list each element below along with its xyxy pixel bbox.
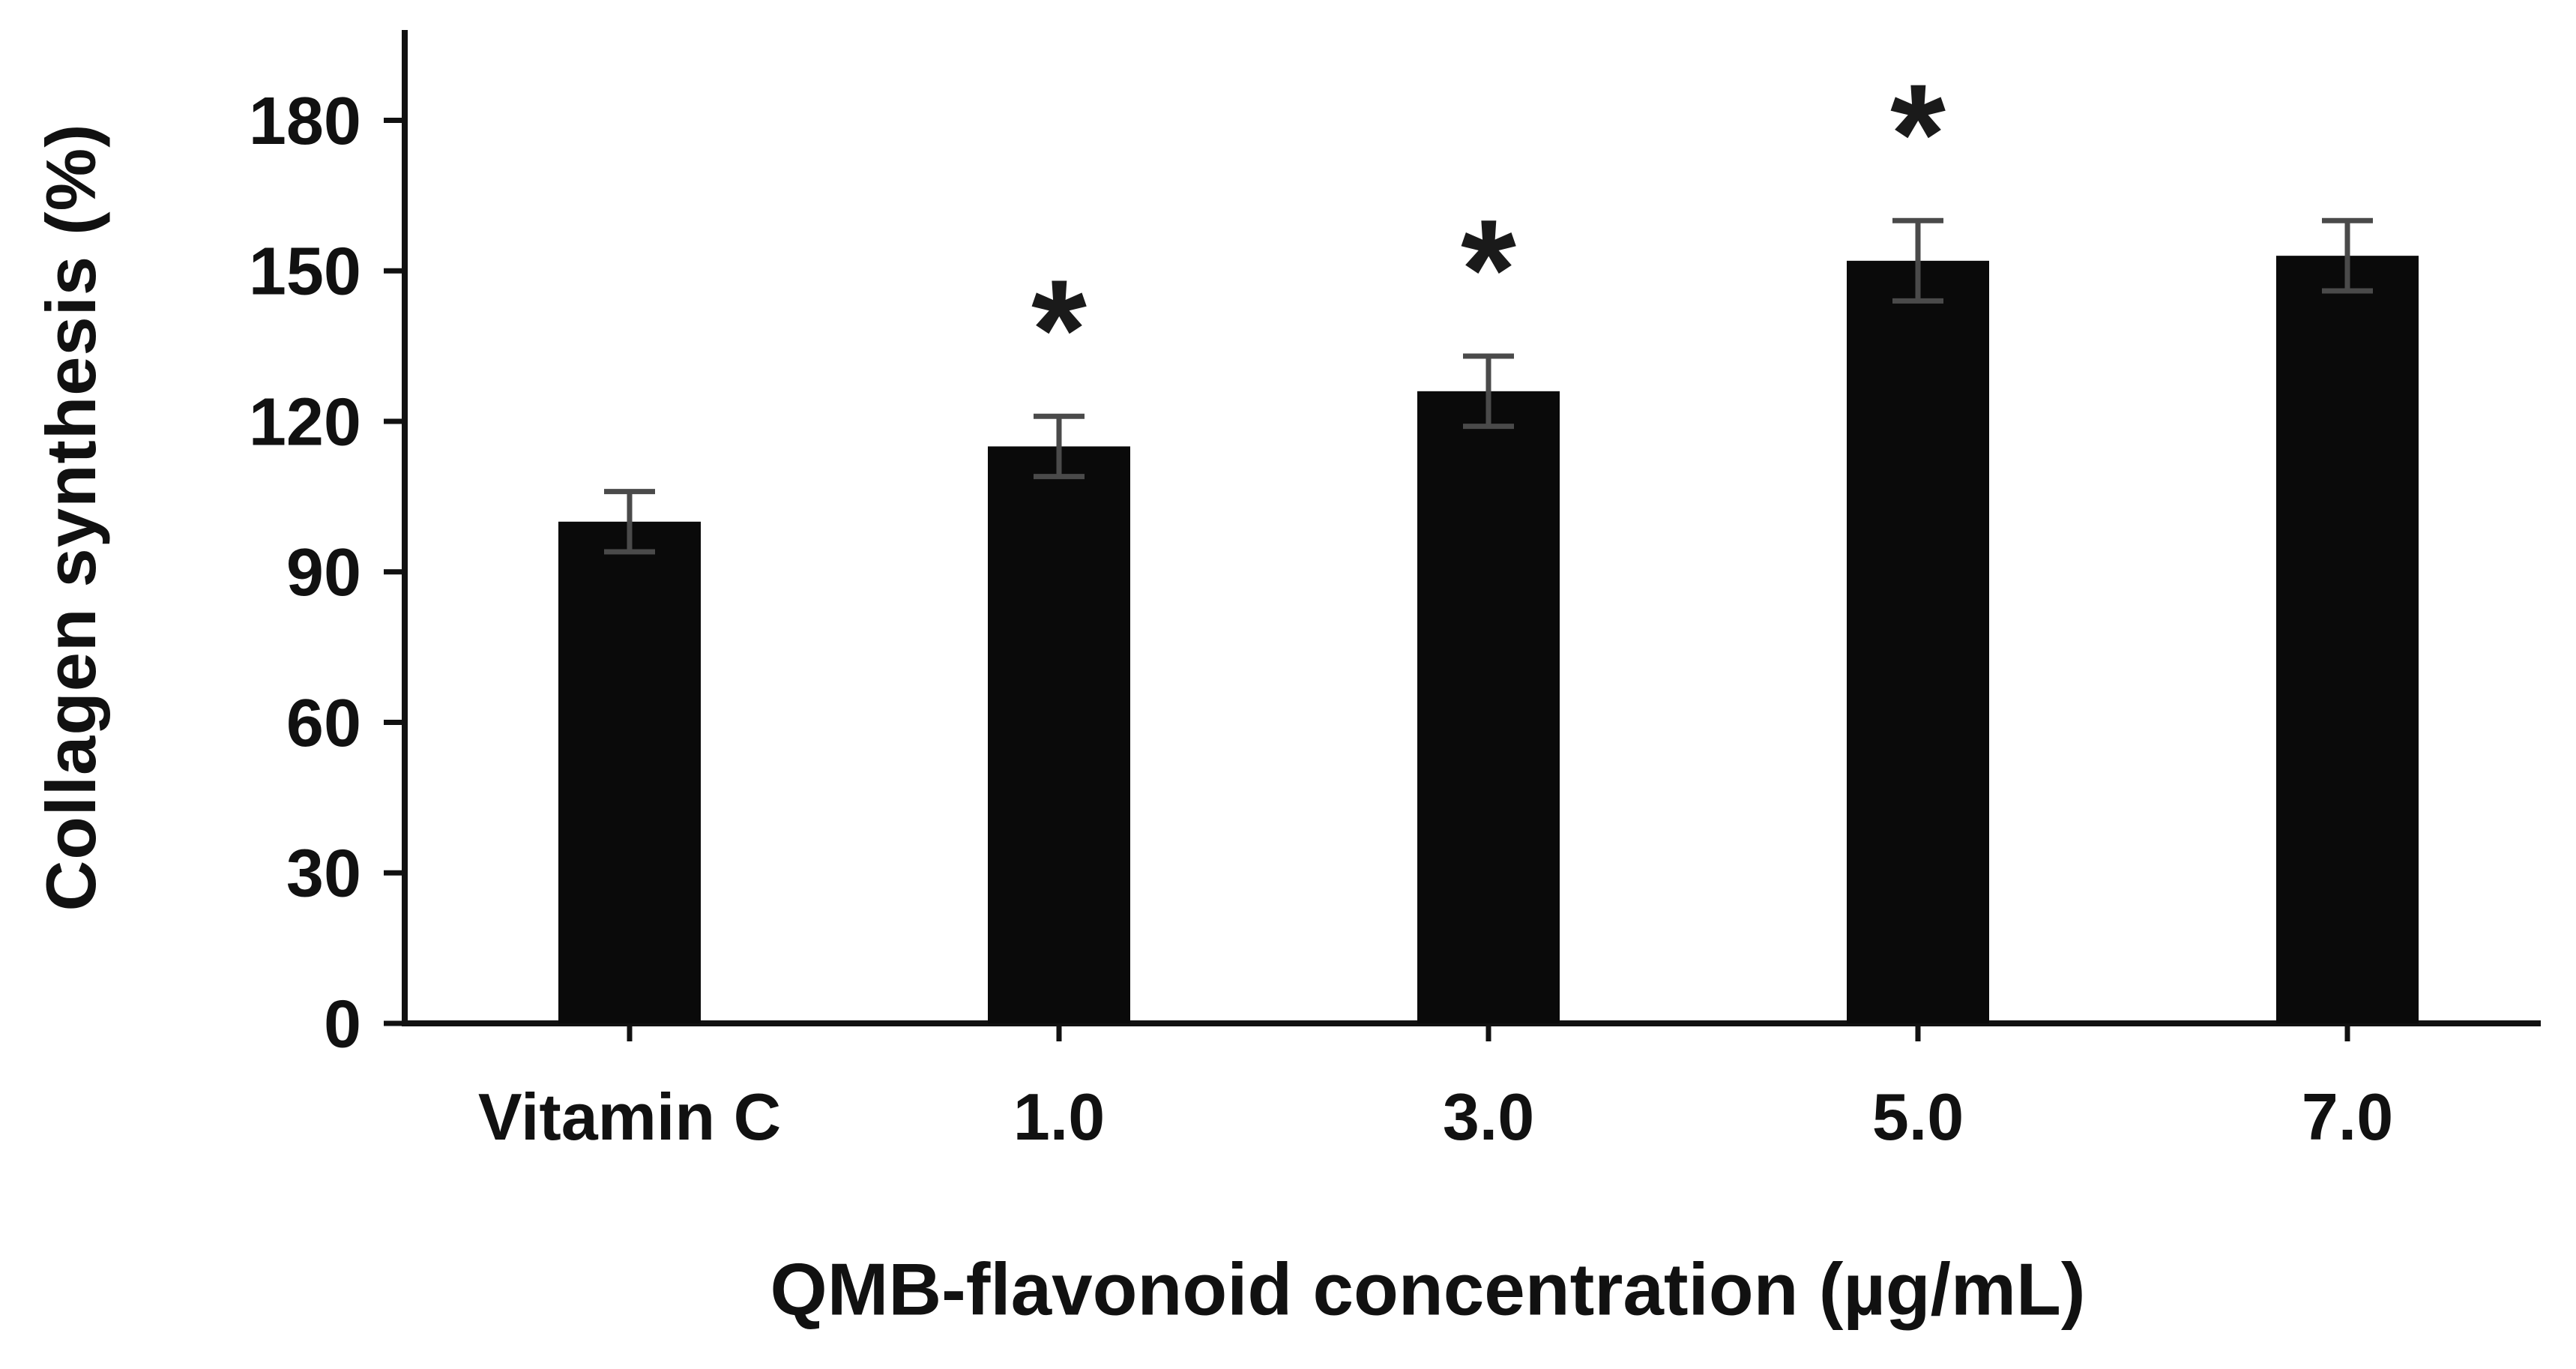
bar xyxy=(1417,391,1560,1023)
bar xyxy=(2276,256,2419,1023)
y-tick-label: 0 xyxy=(324,987,361,1062)
x-category-label: 1.0 xyxy=(1013,1080,1105,1154)
y-tick-label: 180 xyxy=(249,84,361,159)
y-tick-label: 90 xyxy=(286,535,361,610)
significance-marker: * xyxy=(1890,55,1946,214)
significance-marker: * xyxy=(1461,190,1516,349)
y-tick-label: 120 xyxy=(249,385,361,460)
x-category-label: Vitamin C xyxy=(478,1080,781,1154)
significance-marker: * xyxy=(1031,250,1087,409)
x-axis-title: QMB-flavonoid concentration (µg/mL) xyxy=(770,1248,2086,1331)
x-category-label: 7.0 xyxy=(2302,1080,2393,1154)
x-category-label: 3.0 xyxy=(1443,1080,1534,1154)
y-tick-label: 150 xyxy=(249,235,361,310)
x-category-label: 5.0 xyxy=(1872,1080,1964,1154)
y-tick-label: 30 xyxy=(286,837,361,912)
bar xyxy=(558,521,701,1023)
y-tick-label: 60 xyxy=(286,686,361,761)
bar xyxy=(988,446,1130,1023)
bar xyxy=(1847,260,1989,1024)
